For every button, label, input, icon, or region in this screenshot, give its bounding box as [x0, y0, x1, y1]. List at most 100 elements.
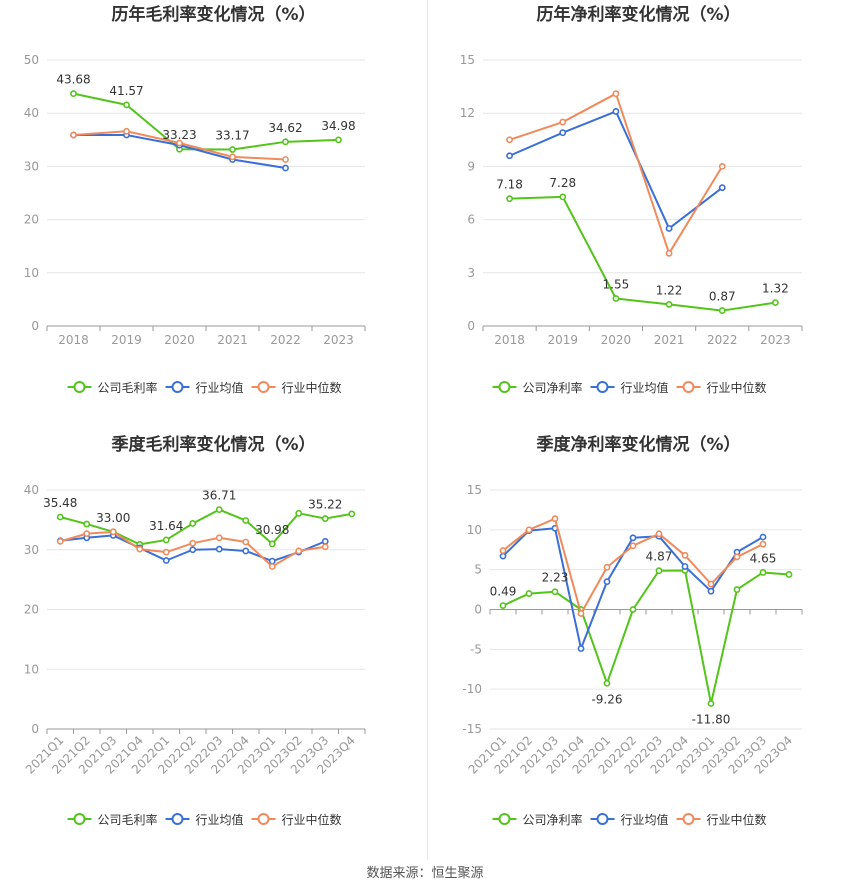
data-point	[123, 127, 130, 135]
x-tick-label: 2022	[270, 333, 301, 347]
x-tick-label: 2020	[164, 333, 195, 347]
data-point	[176, 139, 183, 147]
data-point	[506, 195, 513, 203]
data-point	[718, 162, 726, 170]
y-tick-label: 20	[24, 213, 39, 227]
series-line	[502, 517, 764, 615]
data-point	[162, 557, 170, 564]
x-tick-label: 2019	[111, 333, 142, 347]
data-point	[551, 515, 559, 523]
y-tick-label: 10	[24, 266, 39, 280]
data-point	[242, 547, 250, 555]
data-point	[612, 90, 620, 98]
x-tick-label: 2019	[547, 333, 578, 347]
legend-item: 公司净利率	[492, 380, 583, 395]
data-point	[321, 543, 329, 551]
legend-label: 行业中位数	[282, 812, 342, 827]
chart-annual-net-margin: 历年净利率变化情况（%） 0 3 6 9 12 15 2018 2019 2020 2021 2022…	[460, 4, 803, 395]
legend-swatch-marker	[596, 813, 609, 825]
data-label: -9.26	[591, 692, 622, 706]
data-label: 31.64	[149, 519, 183, 533]
data-label: 33.23	[162, 128, 196, 142]
data-point	[559, 118, 567, 126]
data-point	[268, 557, 276, 565]
data-point	[707, 580, 715, 588]
data-point	[215, 545, 223, 553]
data-point	[577, 610, 585, 617]
data-point	[83, 520, 91, 528]
data-point	[718, 184, 726, 192]
data-point	[242, 517, 250, 524]
data-point	[295, 547, 303, 555]
data-point	[772, 299, 779, 306]
legend-label: 行业中位数	[707, 380, 767, 395]
data-label: 33.17	[215, 129, 249, 143]
data-point	[665, 249, 673, 257]
data-point	[268, 540, 276, 548]
data-label: 1.32	[762, 282, 789, 296]
data-label: 7.28	[549, 176, 576, 190]
data-point	[229, 146, 236, 153]
legend-item: 行业均值	[165, 812, 244, 827]
data-label: 35.22	[308, 498, 342, 512]
data-point	[295, 509, 303, 517]
data-point	[603, 563, 611, 571]
legend-label: 行业均值	[196, 812, 244, 827]
data-point	[655, 530, 663, 538]
data-point	[268, 563, 276, 570]
data-point	[629, 534, 637, 542]
data-point	[733, 586, 741, 593]
y-tick-label: 15	[467, 483, 482, 497]
data-point	[348, 510, 356, 518]
data-label: 36.71	[202, 489, 236, 503]
data-label: 2.23	[542, 571, 569, 585]
y-tick-label: 30	[24, 159, 39, 173]
data-point	[707, 587, 715, 595]
data-point	[499, 547, 507, 554]
data-point	[577, 645, 585, 652]
data-label: 34.98	[321, 119, 355, 133]
data-point	[56, 537, 64, 545]
data-point	[189, 539, 197, 547]
data-point	[229, 153, 236, 161]
data-point	[321, 515, 329, 522]
chart-annual-gross-margin: 历年毛利率变化情况（%） 0 10 20 30 40 50 2018 2019 2020 2021 2…	[24, 4, 366, 395]
x-tick-label: 2018	[494, 333, 525, 347]
series-line	[59, 508, 352, 546]
x-tick-label: 2021	[217, 333, 248, 347]
data-point	[162, 548, 170, 556]
y-tick-label: 50	[24, 53, 39, 67]
chart-title: 季度毛利率变化情况（%）	[111, 434, 315, 455]
y-tick-label: 5	[474, 563, 482, 577]
data-point	[70, 90, 77, 98]
data-point	[162, 536, 170, 544]
data-point	[559, 193, 567, 201]
data-label: 43.68	[56, 73, 90, 87]
data-point	[551, 588, 559, 596]
data-point	[718, 307, 726, 314]
data-point	[109, 528, 117, 536]
y-tick-label: 10	[24, 662, 39, 676]
legend-item: 行业中位数	[676, 380, 767, 395]
x-tick-label: 2018	[58, 333, 89, 347]
y-tick-label: 20	[24, 603, 39, 617]
y-tick-label: 3	[467, 266, 475, 280]
series-line	[502, 569, 790, 705]
data-point	[83, 530, 91, 538]
legend-item: 行业均值	[590, 380, 669, 395]
x-tick-label: 2022	[707, 333, 738, 347]
data-label: 35.48	[43, 496, 77, 510]
data-point	[282, 156, 289, 163]
data-point	[629, 542, 637, 550]
data-point	[655, 567, 663, 575]
data-point	[499, 602, 507, 609]
data-point	[215, 534, 223, 542]
data-point	[733, 553, 741, 561]
y-tick-label: 40	[24, 106, 39, 120]
data-source-note: 数据来源：恒生聚源	[366, 866, 484, 881]
legend-swatch-marker	[682, 381, 695, 393]
y-tick-label: 0	[31, 722, 39, 736]
legend-label: 行业均值	[196, 380, 244, 395]
chart-title: 历年毛利率变化情况（%）	[111, 4, 315, 25]
data-point	[282, 138, 289, 146]
